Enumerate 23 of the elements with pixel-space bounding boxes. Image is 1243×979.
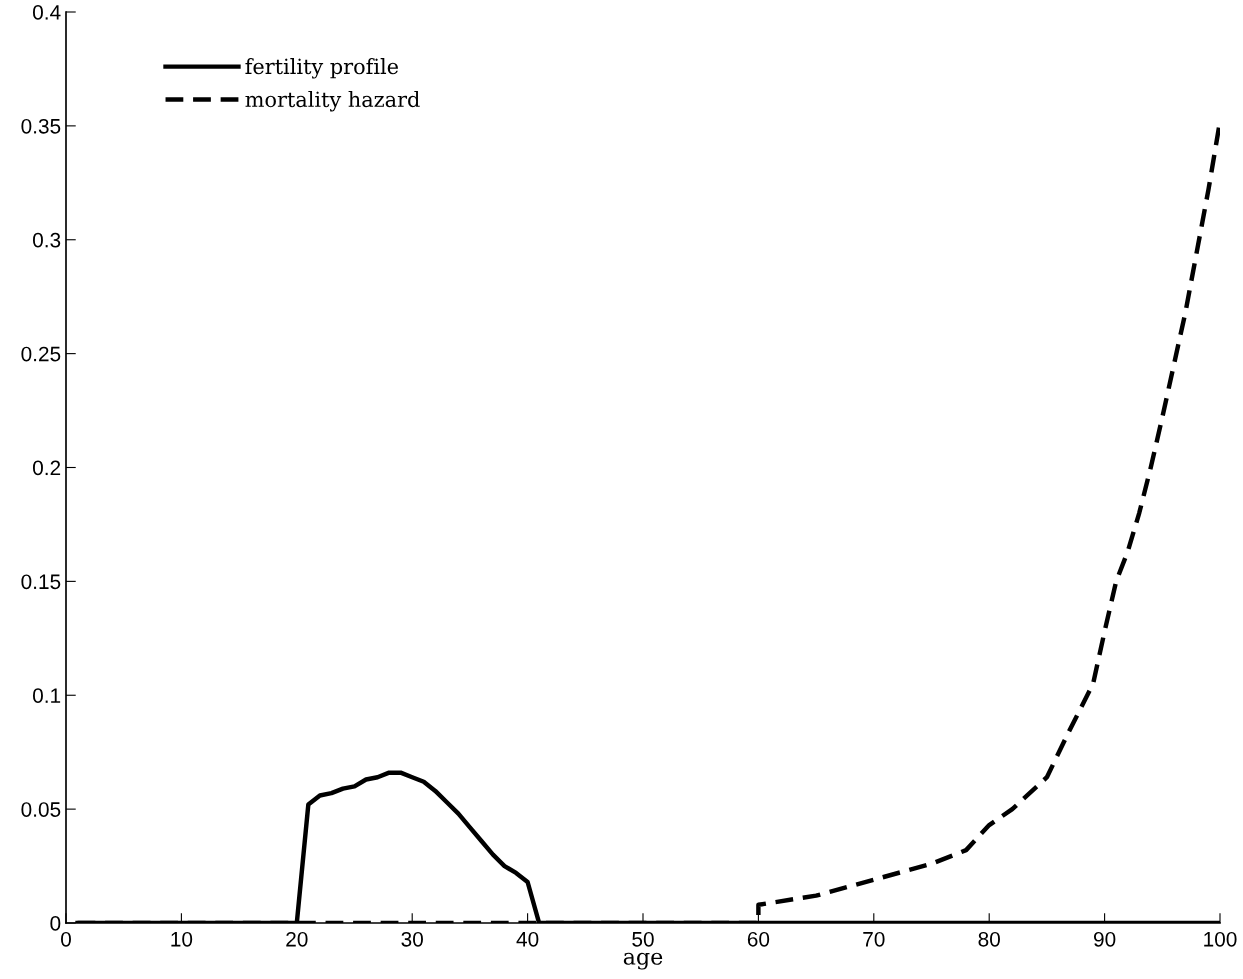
legend-label: mortality hazard (245, 91, 420, 112)
x-axis-title: age (623, 952, 663, 970)
y-tick-label: 0.05 (21, 802, 61, 817)
y-tick-label: 0.15 (21, 574, 61, 590)
y-tick-label: 0 (50, 916, 61, 931)
x-tick-label: 70 (863, 931, 885, 947)
x-tick-label: 80 (978, 931, 1000, 947)
x-tick-label: 90 (1093, 931, 1116, 947)
legend-label: fertility profile (245, 58, 398, 79)
y-tick-label: 0.2 (32, 460, 61, 476)
x-tick-label: 10 (171, 931, 193, 947)
x-tick-label: 30 (401, 931, 423, 947)
y-tick-label: 0.35 (21, 118, 61, 134)
y-tick-label: 0.4 (32, 5, 61, 20)
x-tick-label: 50 (632, 931, 654, 947)
y-tick-label: 0.25 (21, 346, 61, 362)
x-tick-label: 100 (1204, 931, 1237, 947)
x-tick-label: 0 (61, 931, 71, 947)
x-tick-label: 40 (516, 931, 539, 947)
x-tick-label: 60 (747, 931, 770, 947)
y-tick-label: 0.3 (32, 232, 61, 248)
x-tick-label: 20 (286, 931, 308, 947)
y-tick-label: 0.1 (32, 688, 61, 703)
